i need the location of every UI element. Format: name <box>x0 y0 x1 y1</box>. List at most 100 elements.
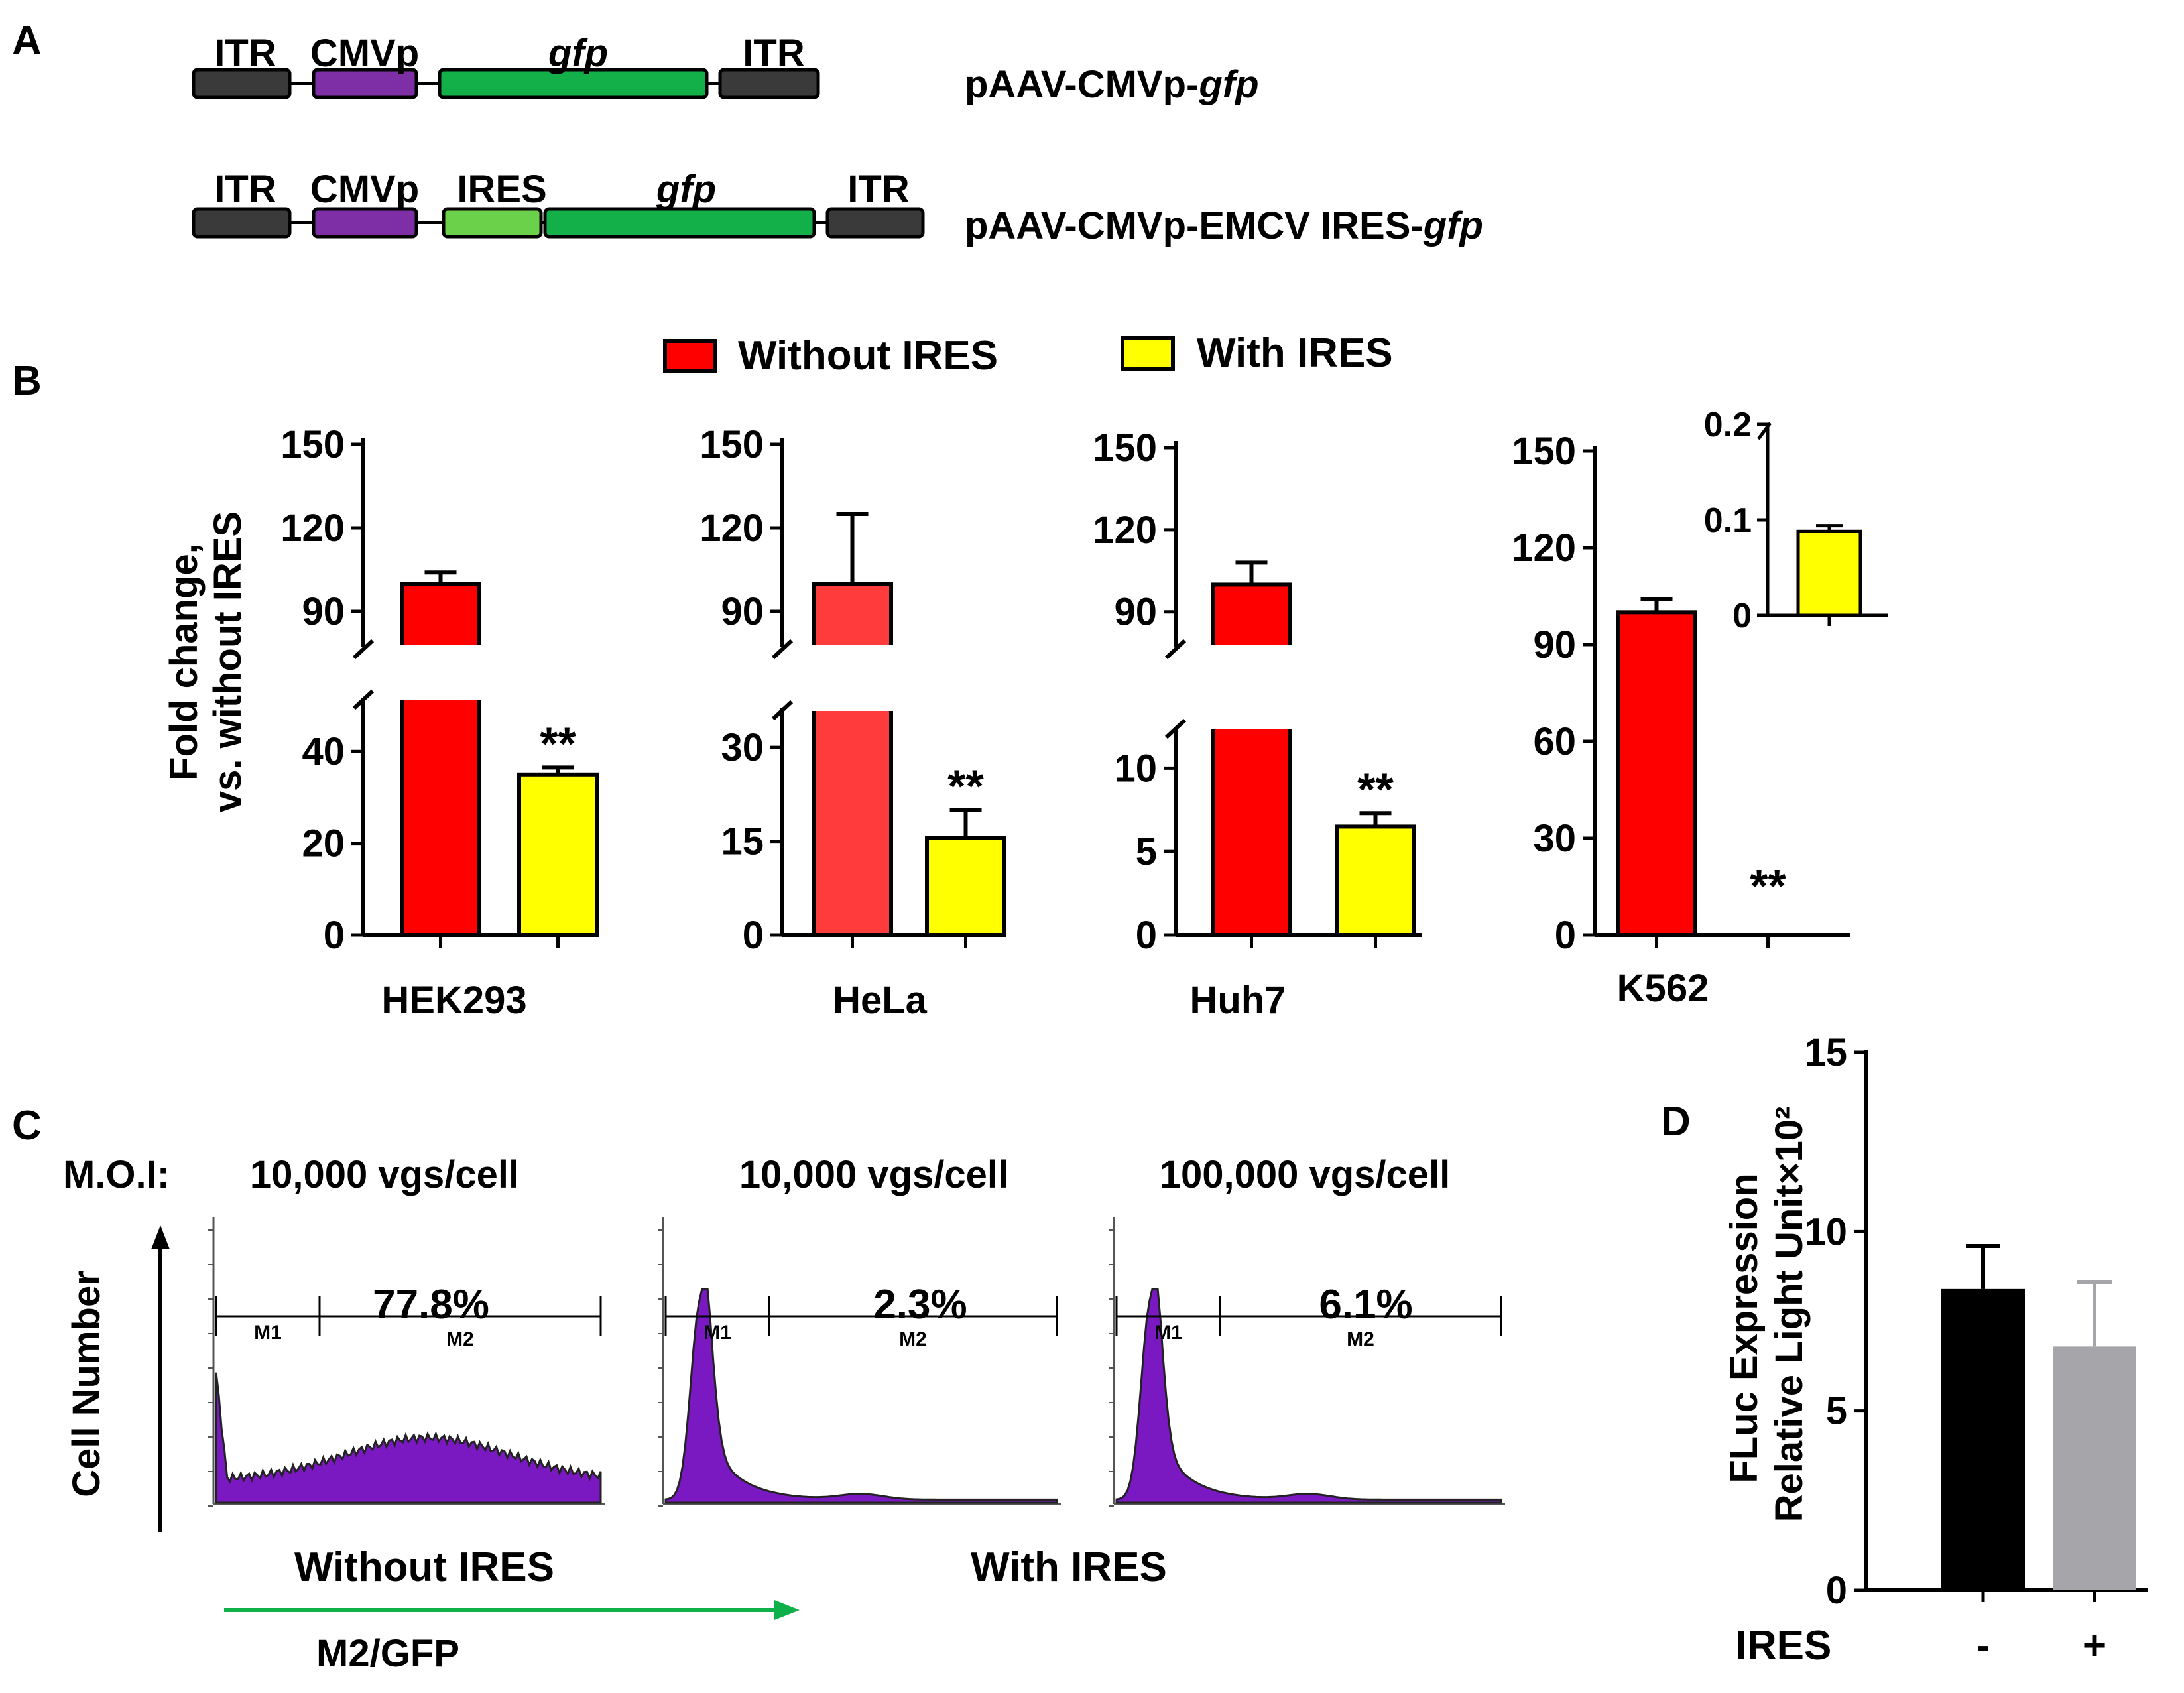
panel-label-a: A <box>12 18 42 64</box>
gate-label-m1: M1 <box>1154 1322 1182 1344</box>
y-tick-label: 0 <box>1136 914 1157 957</box>
axis-break-mark-upper <box>771 639 794 660</box>
gate-label-m2: M2 <box>446 1328 474 1350</box>
group-label-without-ires: Without IRES <box>294 1544 554 1590</box>
construct-1-element-itr <box>825 207 925 239</box>
cell-line-label: Huh7 <box>1190 979 1286 1022</box>
x-axis-label-ires: IRES <box>1736 1623 1832 1668</box>
m2-gfp-label: M2/GFP <box>316 1632 459 1675</box>
inset-axis-break-mark <box>1757 422 1772 440</box>
y-tick-label: 0 <box>1826 1569 1847 1612</box>
inset-y-tick-label: 0.2 <box>1704 406 1752 444</box>
legend-b: Without IRES With IRES <box>663 330 1393 379</box>
axis-break-mark-upper <box>352 639 375 660</box>
y-tick-label: 150 <box>1093 426 1157 470</box>
y-tick-label: 120 <box>699 507 764 550</box>
x-tick-label-ires-plus: + <box>2083 1623 2106 1668</box>
inset-y-tick-label: 0 <box>1732 597 1752 635</box>
gate-label-m2: M2 <box>1347 1328 1374 1350</box>
y-tick-label: 150 <box>1512 430 1576 473</box>
axis-break-gap <box>810 645 895 711</box>
y-tick-label: 90 <box>1533 623 1576 666</box>
x-tick-label-ires-minus: - <box>1976 1623 1990 1668</box>
y-tick-label: 15 <box>1804 1031 1847 1074</box>
gate-percent: 2.3% <box>873 1282 967 1328</box>
construct-1-label-cmvp: CMVp <box>310 168 419 211</box>
construct-1-label-itr: ITR <box>214 168 276 211</box>
y-tick-label: 5 <box>1826 1390 1847 1433</box>
significance-marker: ** <box>1750 860 1786 912</box>
significance-marker: ** <box>947 760 984 812</box>
legend-swatch-without-ires <box>663 339 717 373</box>
y-tick-label: 15 <box>721 820 764 863</box>
cell-line-label: HEK293 <box>381 979 526 1022</box>
cell-number-label: Cell Number <box>65 1271 108 1497</box>
gate-percent: 6.1% <box>1319 1282 1412 1328</box>
legend-label-without-ires: Without IRES <box>738 333 998 379</box>
construct-0-label-cmvp: CMVp <box>310 32 419 75</box>
axis-break-mark-upper <box>1164 639 1187 660</box>
construct-0-label-itr: ITR <box>214 32 276 75</box>
axis-break-mark-lower <box>771 700 794 721</box>
moi-value: 100,000 vgs/cell <box>1160 1153 1451 1196</box>
bar-ires-minus <box>1941 1288 2025 1590</box>
construct-1-label-gfp: gfp <box>656 168 716 211</box>
y-tick-label: 120 <box>1093 509 1157 552</box>
construct-1-element-cmvp <box>312 207 418 239</box>
construct-1-element-gfp <box>543 207 816 239</box>
y-tick-label: 60 <box>1533 720 1576 763</box>
y-tick-label: 40 <box>302 730 345 773</box>
panel-label-c: C <box>12 1103 42 1149</box>
y-tick-label: 5 <box>1136 830 1157 873</box>
construct-1-name: pAAV-CMVp-EMCV IRES-gfp <box>965 204 1483 247</box>
moi-label: M.O.I: <box>63 1153 170 1196</box>
axis-break-gap <box>398 645 483 700</box>
chart-huh7: 0 5 10 90 120 150 ** Huh7 <box>1093 426 1422 1022</box>
y-tick-label: 30 <box>721 726 764 769</box>
cell-number-arrowhead-icon <box>151 1225 170 1249</box>
y-tick-label: 150 <box>280 423 345 466</box>
group-label-with-ires: With IRES <box>971 1544 1167 1590</box>
bar-with-ires <box>517 772 599 938</box>
y-tick-label: 20 <box>302 822 345 865</box>
panel-label-b: B <box>12 358 42 404</box>
chart-hela: 0 15 30 90 120 150 ** HeLa <box>699 423 1006 1022</box>
gate-percent: 77.8% <box>373 1282 489 1328</box>
y-tick-label: 90 <box>721 590 764 633</box>
chart-k562: 0 30 60 90 120 150 ** K562 0 0.1 0.2 <box>1512 406 1888 1010</box>
moi-value: 10,000 vgs/cell <box>739 1153 1008 1196</box>
chart-d-fluc: 0 5 10 15 - + <box>1804 1031 2148 1668</box>
moi-value: 10,000 vgs/cell <box>250 1153 519 1196</box>
construct-0-label-itr: ITR <box>743 32 804 75</box>
construct-0-element-gfp <box>438 68 709 99</box>
y-tick-label: 120 <box>1512 527 1576 570</box>
y-tick-label: 0 <box>1555 914 1576 957</box>
y-tick-label: 150 <box>699 423 764 466</box>
y-tick-label: 30 <box>1533 817 1576 860</box>
gate-label-m2: M2 <box>899 1328 927 1350</box>
y-tick-label: 0 <box>743 914 764 957</box>
y-tick-label: 0 <box>324 914 345 957</box>
axis-break-mark-lower <box>1164 718 1187 739</box>
inset-y-tick-label: 0.1 <box>1704 501 1752 540</box>
y-axis-label-d-line2: Relative Light Unit×10² <box>1768 1107 1811 1523</box>
bar-without-ires <box>1616 610 1697 937</box>
y-tick-label: 90 <box>1114 591 1157 634</box>
histogram-1: 10,000 vgs/cell M1 M22.3% <box>658 1153 1061 1507</box>
construct-1-label-ires: IRES <box>457 168 546 211</box>
bar-without-ires <box>400 582 481 937</box>
construct-0-name: pAAV-CMVp-gfp <box>965 63 1259 106</box>
y-axis-label-b-line1: Fold change, <box>162 543 206 781</box>
y-tick-label: 10 <box>1114 747 1157 790</box>
construct-1-element-itr <box>192 207 292 239</box>
cell-line-label: K562 <box>1617 967 1709 1010</box>
y-tick-label: 90 <box>302 590 345 633</box>
construct-0-element-itr <box>192 68 292 99</box>
histogram-curve <box>1115 1288 1502 1504</box>
significance-marker: ** <box>1357 763 1394 815</box>
chart-hek293: 0 20 40 90 120 150 ** HEK293 <box>280 423 599 1022</box>
bar-without-ires <box>1211 582 1292 937</box>
y-axis-label-d-line1: FLuc Expression <box>1723 1173 1766 1483</box>
